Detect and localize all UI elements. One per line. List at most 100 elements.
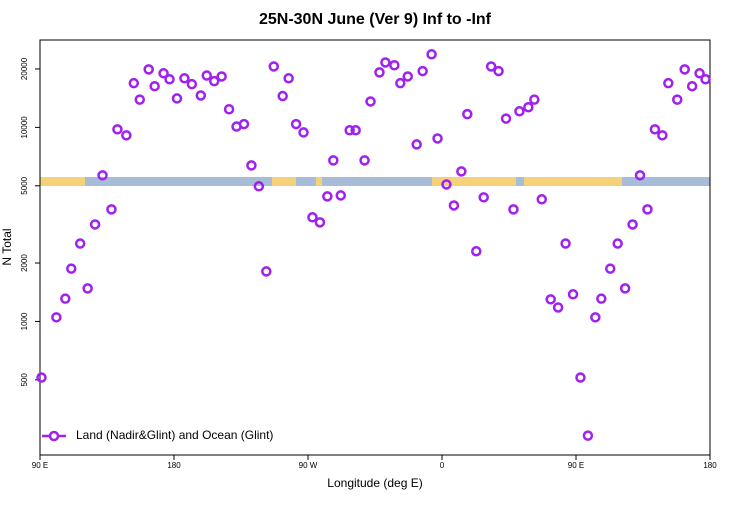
point: [596, 293, 607, 304]
point: [552, 302, 564, 313]
point: [283, 73, 294, 84]
y-tick-label: 500: [20, 373, 29, 387]
y-tick-label: 1000: [20, 312, 29, 330]
point: [171, 93, 183, 104]
point: [121, 130, 132, 141]
point: [536, 194, 548, 205]
point: [448, 200, 460, 211]
point: [395, 77, 406, 89]
point: [612, 238, 623, 249]
point: [441, 179, 452, 190]
x-tick-label: 180: [703, 461, 717, 470]
map-strip: [40, 177, 710, 186]
point: [575, 372, 586, 383]
point: [128, 77, 140, 89]
point: [253, 181, 265, 192]
land-strip: [40, 177, 85, 186]
point: [402, 71, 414, 82]
point: [298, 127, 309, 138]
point: [619, 283, 631, 294]
land-strip: [432, 177, 516, 186]
point: [66, 263, 77, 274]
land-strip: [524, 177, 622, 186]
point: [216, 71, 227, 82]
point: [679, 64, 690, 75]
point: [290, 118, 302, 130]
point: [582, 430, 594, 441]
point: [246, 160, 257, 171]
point: [493, 65, 504, 77]
point: [164, 74, 175, 85]
point: [694, 68, 705, 79]
point: [380, 57, 391, 68]
point: [627, 219, 638, 230]
point: [671, 94, 683, 105]
point: [374, 67, 385, 78]
point: [649, 124, 661, 135]
point: [158, 68, 169, 79]
point: [261, 266, 272, 277]
point: [74, 238, 86, 249]
point: [307, 212, 318, 223]
point: [545, 294, 556, 305]
point: [686, 80, 698, 92]
x-tick-label: 90 E: [32, 461, 48, 470]
point: [657, 130, 668, 141]
point: [604, 263, 616, 274]
legend-marker: [48, 430, 60, 442]
point: [328, 155, 339, 166]
point: [223, 103, 235, 115]
point: [134, 94, 146, 105]
point: [508, 204, 519, 215]
point: [590, 312, 601, 323]
point: [359, 155, 370, 166]
point: [417, 65, 428, 77]
point: [344, 125, 355, 136]
point: [411, 139, 422, 150]
point: [277, 90, 288, 102]
y-axis-label: N Total: [0, 228, 14, 265]
chart-title: 25N-30N June (Ver 9) Inf to -Inf: [259, 11, 492, 28]
point: [432, 133, 443, 144]
x-tick-label: 90 E: [568, 461, 584, 470]
point: [426, 49, 437, 60]
x-tick-label: 0: [440, 461, 445, 470]
point: [106, 204, 117, 215]
point: [314, 217, 326, 228]
point: [238, 118, 250, 130]
y-tick-label: 10000: [20, 116, 29, 139]
point: [523, 101, 534, 113]
point: [567, 289, 579, 300]
point: [186, 78, 198, 90]
point: [335, 190, 347, 201]
land-strip: [316, 177, 322, 186]
point: [149, 80, 160, 92]
point: [514, 106, 525, 117]
point: [700, 74, 711, 85]
point: [485, 61, 497, 72]
x-axis-label: Longitude (deg E): [327, 476, 422, 490]
x-tick-label: 180: [167, 461, 181, 470]
point: [663, 77, 674, 89]
ocean-strip: [40, 177, 710, 186]
point: [201, 70, 213, 81]
point: [529, 94, 540, 105]
point: [208, 75, 220, 87]
point: [89, 219, 101, 230]
point: [60, 293, 71, 304]
point: [82, 283, 93, 294]
land-strip: [272, 177, 296, 186]
point: [350, 125, 361, 136]
point: [462, 108, 473, 120]
point: [634, 170, 646, 181]
point: [143, 64, 154, 75]
point: [365, 96, 376, 107]
y-tick-label: 5000: [20, 176, 29, 194]
point: [389, 59, 400, 71]
point: [51, 312, 62, 323]
point: [268, 61, 280, 72]
point: [560, 238, 571, 249]
plot-frame: [39, 39, 711, 456]
